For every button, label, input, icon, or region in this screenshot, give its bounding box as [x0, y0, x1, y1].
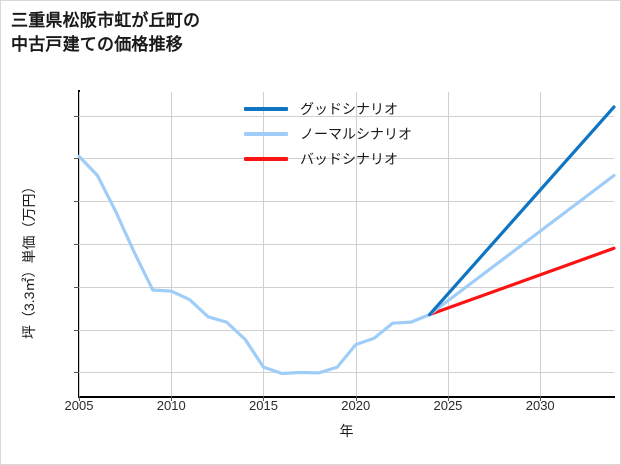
x-tick-mark — [171, 396, 173, 401]
y-tick-mark — [74, 158, 79, 160]
gridline-horizontal — [79, 115, 614, 117]
series-line — [427, 105, 616, 317]
x-tick-label: 2005 — [64, 398, 94, 413]
gridline-vertical — [355, 92, 357, 396]
gridline-horizontal — [79, 372, 614, 374]
x-axis-spine — [78, 396, 615, 398]
x-tick-mark — [447, 396, 449, 401]
x-tick-label: 2030 — [525, 398, 555, 413]
x-tick-mark — [263, 396, 265, 401]
y-tick-mark — [74, 115, 79, 117]
y-tick-mark — [74, 372, 79, 374]
series-line — [427, 246, 616, 317]
y-axis-title-container: 坪（3.3㎡）単価（万円） — [21, 96, 43, 396]
legend-item[interactable]: ノーマルシナリオ — [244, 121, 454, 146]
x-tick-mark — [540, 396, 542, 401]
x-tick-mark — [355, 396, 357, 401]
gridline-horizontal — [79, 286, 614, 288]
gridline-vertical — [447, 92, 449, 396]
legend-item-label: バッドシナリオ — [300, 150, 398, 167]
series-lines — [77, 105, 616, 376]
x-tick-label: 2025 — [433, 398, 463, 413]
gridline-horizontal — [79, 158, 614, 160]
gridline-horizontal — [79, 329, 614, 331]
gridline-horizontal — [79, 244, 614, 245]
legend-item-label: ノーマルシナリオ — [300, 125, 412, 142]
gridline-vertical — [171, 92, 173, 396]
series-line — [77, 154, 616, 376]
gridline-horizontal — [79, 201, 614, 203]
x-tick-mark — [79, 396, 80, 401]
y-axis-title: 坪（3.3㎡）単価（万円） — [21, 179, 37, 339]
legend-color-swatch — [244, 131, 288, 136]
x-tick-label: 2020 — [341, 398, 371, 413]
legend-item[interactable]: バッドシナリオ — [244, 146, 454, 171]
gridline-vertical — [263, 92, 265, 396]
x-tick-label: 2010 — [156, 398, 186, 413]
y-tick-mark — [74, 201, 79, 203]
chart-legend: グッドシナリオ ノーマルシナリオ バッドシナリオ — [244, 96, 454, 171]
legend-item-label: グッドシナリオ — [300, 100, 398, 117]
gridline-vertical — [79, 92, 80, 396]
gridline-vertical — [540, 92, 542, 396]
y-tick-mark — [74, 244, 79, 245]
y-tick-mark — [74, 286, 79, 288]
y-tick-mark — [74, 329, 79, 331]
page-title: 三重県松阪市虹が丘町の 中古戸建ての価格推移 — [11, 11, 201, 55]
x-axis-title: 年 — [339, 423, 354, 439]
legend-item[interactable]: グッドシナリオ — [244, 96, 454, 121]
legend-color-swatch — [244, 106, 288, 111]
plot-area: 24262830323436 200520102015202020252030 … — [65, 92, 616, 439]
x-tick-label: 2015 — [249, 398, 278, 413]
legend-color-swatch — [244, 156, 288, 161]
